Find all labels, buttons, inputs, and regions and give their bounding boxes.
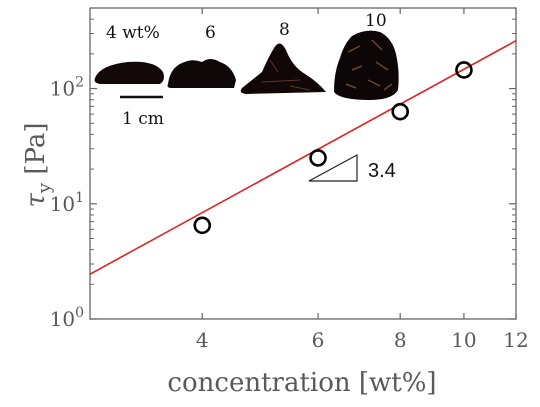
y-tick-label: 102 xyxy=(50,75,84,101)
y-tick-label: 101 xyxy=(50,190,84,216)
y-axis-label: τy [Pa] xyxy=(21,123,55,208)
scale-bar-label: 1 cm xyxy=(122,109,164,129)
data-markers xyxy=(193,61,473,235)
data-point-marker xyxy=(455,61,473,79)
sample-4wt-blob xyxy=(94,61,164,84)
y-axis-label-symbol: τ xyxy=(21,192,51,207)
sample-10wt-blob xyxy=(334,30,399,101)
sample-photos-inset: 4 wt% 6 8 10 1 cm xyxy=(94,11,399,129)
x-axis-ticks: 4 6 8 10 12 xyxy=(196,8,529,352)
x-tick-label: 6 xyxy=(312,328,325,352)
y-axis-ticks: 100 101 102 xyxy=(50,7,516,331)
y-axis-label-unit: [Pa] xyxy=(21,123,51,183)
sample-label-8: 8 xyxy=(279,20,290,40)
sample-label-6: 6 xyxy=(205,23,216,43)
x-tick-label: 8 xyxy=(394,328,407,352)
y-axis-label-subscript: y xyxy=(34,182,55,194)
sample-label-10: 10 xyxy=(365,11,387,31)
slope-value-label: 3.4 xyxy=(368,160,396,182)
x-axis-label: concentration [wt%] xyxy=(167,368,436,398)
slope-triangle xyxy=(308,153,358,182)
x-tick-label: 10 xyxy=(451,328,476,352)
x-tick-label: 12 xyxy=(503,328,528,352)
sample-label-4: 4 wt% xyxy=(106,23,160,43)
power-law-fit-line xyxy=(89,40,517,275)
x-tick-label: 4 xyxy=(196,328,209,352)
plot-frame xyxy=(89,7,517,320)
sample-8wt-blob xyxy=(240,43,326,94)
data-point-marker xyxy=(391,102,410,121)
sample-6wt-blob xyxy=(167,59,236,88)
data-point-marker xyxy=(193,216,212,235)
data-point-marker xyxy=(309,149,327,167)
y-tick-label: 100 xyxy=(50,305,84,331)
